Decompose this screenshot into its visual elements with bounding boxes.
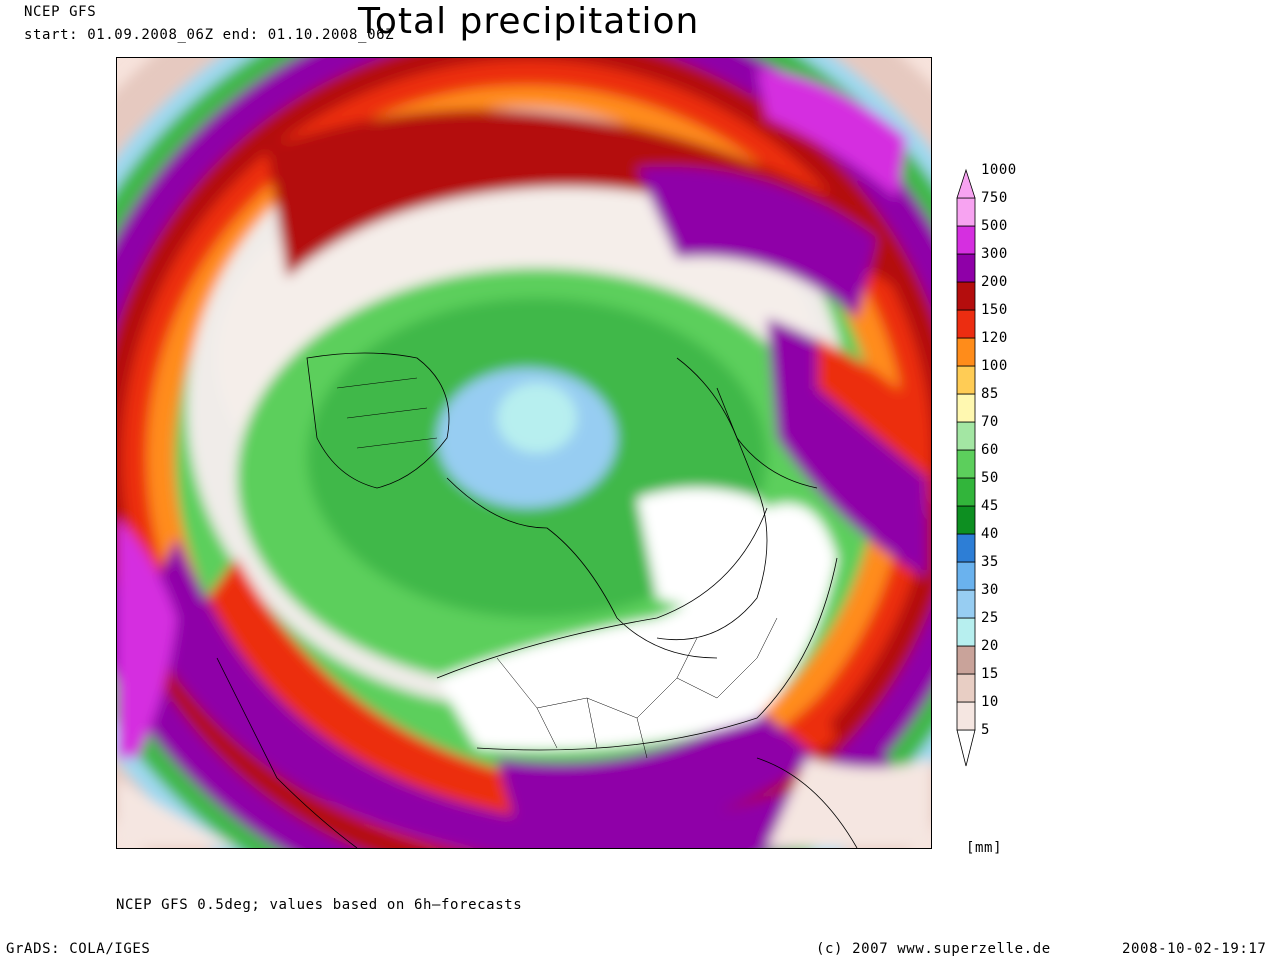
colorbar-label: 35 — [981, 554, 999, 570]
data-source-note: NCEP GFS 0.5deg; values based on 6h—fore… — [116, 897, 523, 913]
country-borders — [336, 377, 778, 759]
colorbar-swatch — [956, 365, 976, 395]
precipitation-map — [116, 57, 932, 849]
colorbar-label: 85 — [981, 386, 999, 402]
colorbar-swatch — [956, 337, 976, 367]
colorbar-swatch — [956, 617, 976, 647]
colorbar-label: 40 — [981, 526, 999, 542]
colorbar-swatch — [956, 589, 976, 619]
colorbar-label: 50 — [981, 470, 999, 486]
colorbar-swatch — [956, 281, 976, 311]
colorbar-swatch — [956, 197, 976, 227]
colorbar-label: 20 — [981, 638, 999, 654]
generation-timestamp: 2008-10-02-19:17 — [1122, 941, 1267, 957]
colorbar-swatch — [956, 449, 976, 479]
colorbar-label: 750 — [981, 190, 1008, 206]
colorbar-label: 1000 — [981, 162, 1017, 178]
colorbar-label: 25 — [981, 610, 999, 626]
colorbar — [956, 168, 976, 767]
colorbar-unit: [mm] — [966, 840, 1003, 856]
map-title: Total precipitation — [358, 1, 700, 42]
colorbar-swatch — [956, 421, 976, 451]
colorbar-swatch — [956, 253, 976, 283]
model-name: NCEP GFS — [24, 4, 97, 20]
precipitation-field — [117, 58, 931, 848]
colorbar-swatch — [956, 225, 976, 255]
colorbar-swatch — [956, 645, 976, 675]
colorbar-swatch — [956, 309, 976, 339]
map-canvas — [117, 58, 931, 848]
colorbar-label: 10 — [981, 694, 999, 710]
software-credit: GrADS: COLA/IGES — [6, 941, 151, 957]
colorbar-label: 30 — [981, 582, 999, 598]
coastlines — [216, 352, 858, 848]
colorbar-label: 70 — [981, 414, 999, 430]
colorbar-label: 45 — [981, 498, 999, 514]
colorbar-swatch — [956, 701, 976, 731]
colorbar-label: 15 — [981, 666, 999, 682]
colorbar-swatch — [956, 533, 976, 563]
colorbar-swatch — [956, 393, 976, 423]
copyright-notice: (c) 2007 www.superzelle.de — [816, 941, 1051, 957]
colorbar-label: 100 — [981, 358, 1008, 374]
colorbar-top-arrow — [956, 168, 976, 199]
colorbar-swatch — [956, 673, 976, 703]
colorbar-label: 500 — [981, 218, 1008, 234]
colorbar-swatch — [956, 729, 976, 767]
colorbar-swatch — [956, 477, 976, 507]
colorbar-label: 120 — [981, 330, 1008, 346]
colorbar-label: 60 — [981, 442, 999, 458]
colorbar-label: 150 — [981, 302, 1008, 318]
colorbar-swatch — [956, 561, 976, 591]
colorbar-swatch — [956, 505, 976, 535]
colorbar-label: 200 — [981, 274, 1008, 290]
colorbar-label: 300 — [981, 246, 1008, 262]
colorbar-label: 5 — [981, 722, 990, 738]
period-range: start: 01.09.2008_06Z end: 01.10.2008_06… — [24, 27, 395, 43]
